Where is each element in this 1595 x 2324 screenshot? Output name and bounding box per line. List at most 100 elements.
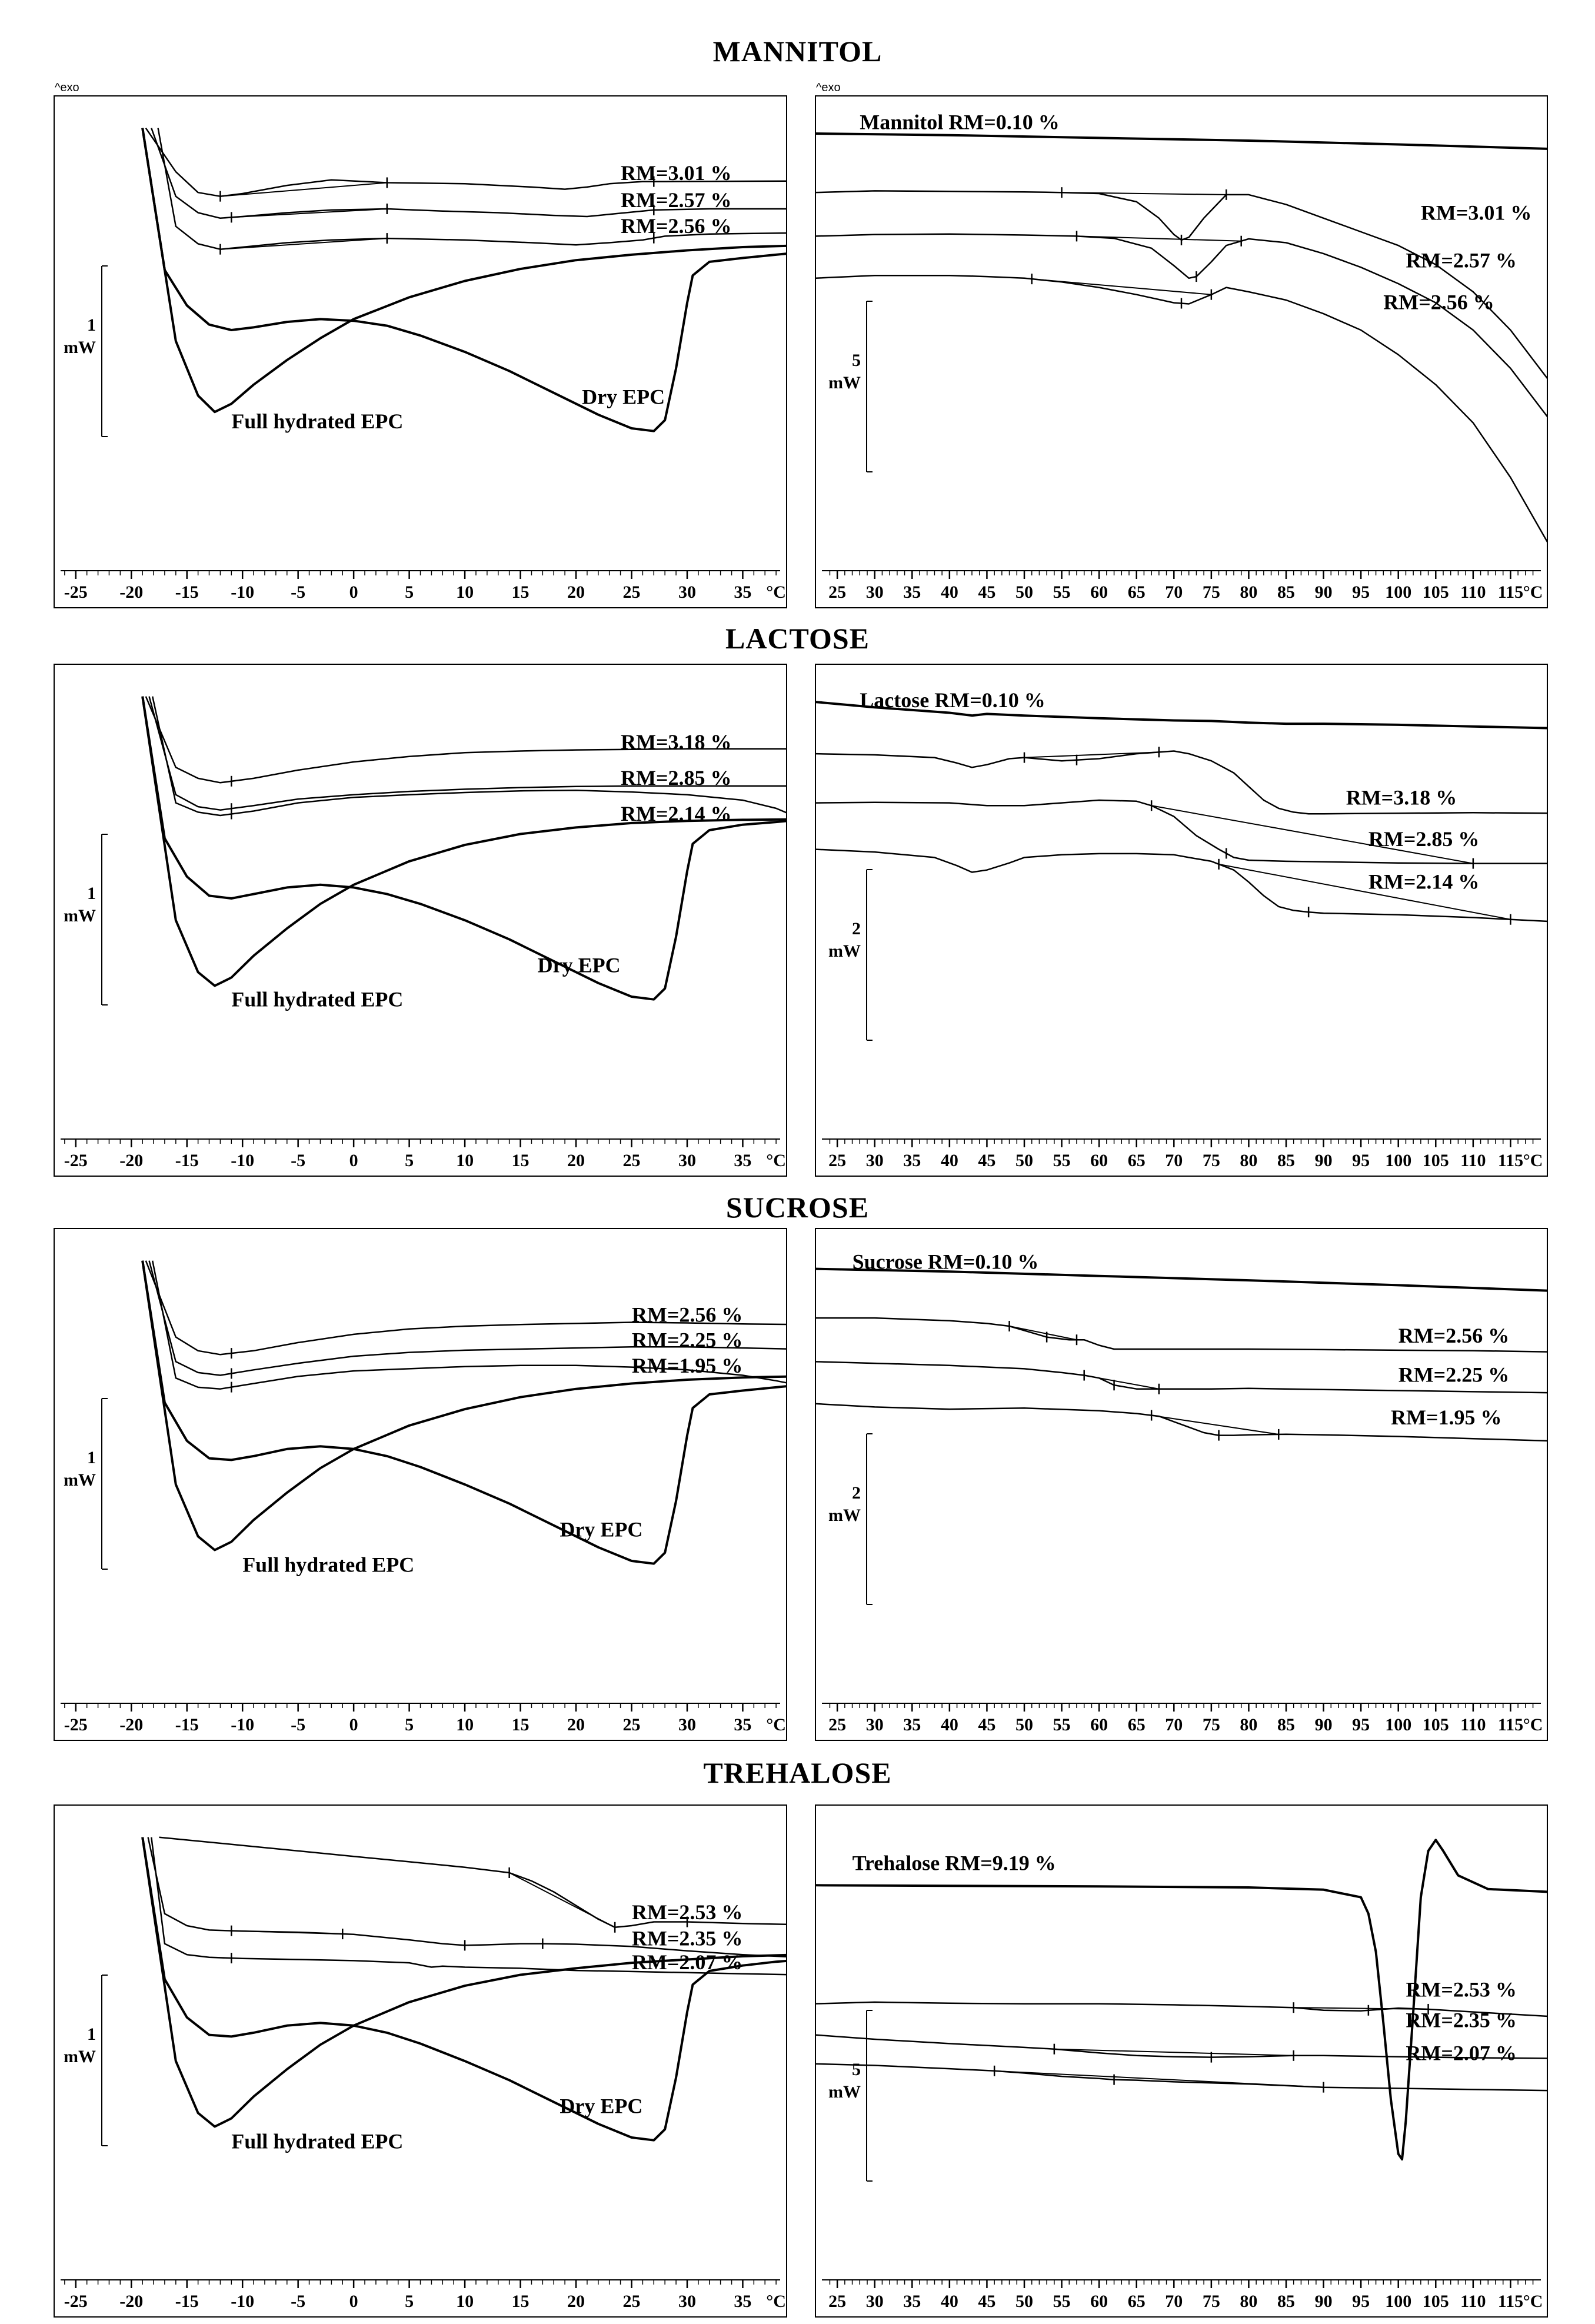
x-tick-label: 55: [1053, 2292, 1071, 2311]
plot-frame: [815, 1804, 1548, 2318]
x-tick-label: 100: [1385, 582, 1411, 602]
x-tick-label: 40: [941, 1151, 958, 1170]
scale-unit: mW: [64, 906, 96, 925]
series-line-dry-epc: [141, 128, 786, 432]
x-tick-label: 35: [734, 582, 751, 602]
x-tick-label: 35: [903, 582, 921, 602]
series-line-rm-2-25: [148, 1260, 786, 1376]
panel-mannitol-left: 1 mW RM=3.01 % RM=2.57 %RM=2.56 % Dry EPC Ful…: [54, 95, 787, 608]
curve-label-rm-2-56: RM=2.56 %: [1383, 291, 1494, 314]
x-tick-label: 70: [1165, 2292, 1183, 2311]
panel-lactose-left: 1 mW RM=3.18 % RM=2.85 % RM=2.14 % Dry EPC Ful…: [54, 664, 787, 1177]
x-tick-label: 115: [1498, 1715, 1523, 1734]
x-tick-label: 95: [1352, 2292, 1370, 2311]
x-tick-label: 50: [1015, 2292, 1033, 2311]
scale-value: 5: [852, 351, 861, 370]
x-tick-label: °C: [1523, 1715, 1543, 1734]
x-tick-label: 65: [1128, 2292, 1146, 2311]
x-tick-label: -10: [231, 582, 254, 602]
curve-label-rm-2-35: RM=2.35 %: [632, 1926, 743, 1950]
x-tick-label: 20: [567, 1151, 585, 1170]
x-tick-label: 110: [1460, 1151, 1486, 1170]
x-tick-label: 85: [1277, 1715, 1295, 1734]
series-line-lactose-rm-0-10: [816, 701, 1547, 730]
x-tick-label: -15: [175, 582, 199, 602]
series-line-rm-1-95: [151, 1260, 786, 1390]
x-tick-label: 75: [1203, 2292, 1220, 2311]
curve-label-rm-2-56: RM=2.56 %: [1398, 1324, 1510, 1347]
section-title-mannitol: MANNITOL: [712, 35, 883, 68]
x-tick-label: 0: [349, 1151, 358, 1170]
x-tick-label: 5: [405, 582, 414, 602]
x-tick-label: 55: [1053, 582, 1071, 602]
x-tick-label: 15: [512, 582, 530, 602]
curve-label-trehalose-rm-9-19: Trehalose RM=9.19 %: [853, 1851, 1056, 1874]
x-tick-label: 55: [1053, 1151, 1071, 1170]
series-line-rm-2-57: [151, 128, 786, 219]
x-tick-label: 35: [734, 1151, 751, 1170]
x-tick-label: 80: [1240, 582, 1257, 602]
x-tick-label: 85: [1277, 1151, 1295, 1170]
series-line-full-hydrated-epc: [141, 128, 786, 414]
x-tick-label: -15: [175, 1151, 199, 1170]
scale-unit: mW: [828, 373, 861, 392]
baseline-line: [509, 1872, 615, 1928]
x-tick-label: 25: [622, 2292, 640, 2311]
x-tick-label: 20: [567, 1715, 585, 1734]
x-tick-label: 0: [349, 582, 358, 602]
x-tick-label: 25: [828, 2292, 846, 2311]
x-tick-label: 110: [1460, 1715, 1486, 1734]
section-title-trehalose: TREHALOSE: [703, 1756, 892, 1789]
x-tick-label: 60: [1090, 2292, 1108, 2311]
x-tick-label: -5: [291, 582, 305, 602]
series-line-rm-2-14: [816, 848, 1547, 923]
scale-unit: mW: [828, 941, 861, 961]
x-tick-label: 40: [941, 2292, 958, 2311]
scale-unit: mW: [64, 2047, 96, 2066]
x-tick-label: 85: [1277, 2292, 1295, 2311]
curve-label-sucrose-rm-0-10: Sucrose RM=0.10 %: [853, 1250, 1039, 1274]
curve-label-dry-epc: Dry EPC: [560, 1517, 642, 1541]
x-tick-label: 25: [622, 1715, 640, 1734]
x-tick-label: 70: [1165, 582, 1183, 602]
x-tick-label: -25: [64, 582, 88, 602]
scale-value: 2: [852, 1483, 861, 1503]
x-tick-label: -20: [119, 582, 143, 602]
x-tick-label: -10: [231, 1151, 254, 1170]
x-tick-label: 75: [1203, 1715, 1220, 1734]
baseline-line: [1076, 235, 1241, 242]
x-tick-label: 30: [866, 1151, 884, 1170]
x-tick-label: 80: [1240, 1715, 1257, 1734]
curve-label-rm-2-85: RM=2.85 %: [621, 766, 732, 790]
curve-label-full-hydrated-epc: Full hydrated EPC: [231, 2130, 403, 2153]
curve-label-full-hydrated-epc: Full hydrated EPC: [242, 1553, 414, 1577]
x-tick-label: 35: [903, 1715, 921, 1734]
x-tick-label: 10: [456, 2292, 474, 2311]
panel-sucrose-right: 2 mW Sucrose RM=0.10 % RM=2.56 % RM=2.25 % RM…: [815, 1228, 1548, 1741]
x-tick-label: 5: [405, 1151, 414, 1170]
curve-label-rm-2-25: RM=2.25 %: [632, 1328, 743, 1351]
x-tick-label: 30: [678, 582, 696, 602]
x-tick-label: 90: [1315, 1715, 1333, 1734]
plot-frame: [815, 664, 1548, 1177]
series-line-mannitol-rm-0-10: [816, 132, 1547, 150]
x-tick-label: 20: [567, 582, 585, 602]
x-tick-label: 75: [1203, 1151, 1220, 1170]
baseline-line: [1293, 2007, 1428, 2010]
x-tick-label: 5: [405, 1715, 414, 1734]
x-tick-label: 35: [903, 1151, 921, 1170]
x-tick-label: -5: [291, 1715, 305, 1734]
x-tick-label: 45: [978, 2292, 995, 2311]
curve-label-dry-epc: Dry EPC: [538, 953, 621, 977]
baseline-line: [1024, 751, 1159, 758]
x-tick-label: 75: [1203, 582, 1220, 602]
x-tick-label: °C: [766, 582, 786, 602]
x-tick-label: 70: [1165, 1151, 1183, 1170]
x-tick-label: 70: [1165, 1715, 1183, 1734]
x-tick-label: 30: [866, 2292, 884, 2311]
x-tick-label: 25: [622, 582, 640, 602]
x-tick-label: 110: [1460, 2292, 1486, 2311]
x-tick-label: 25: [622, 1151, 640, 1170]
curve-label-rm-3-18: RM=3.18 %: [621, 730, 732, 754]
baseline-line: [1061, 192, 1227, 195]
